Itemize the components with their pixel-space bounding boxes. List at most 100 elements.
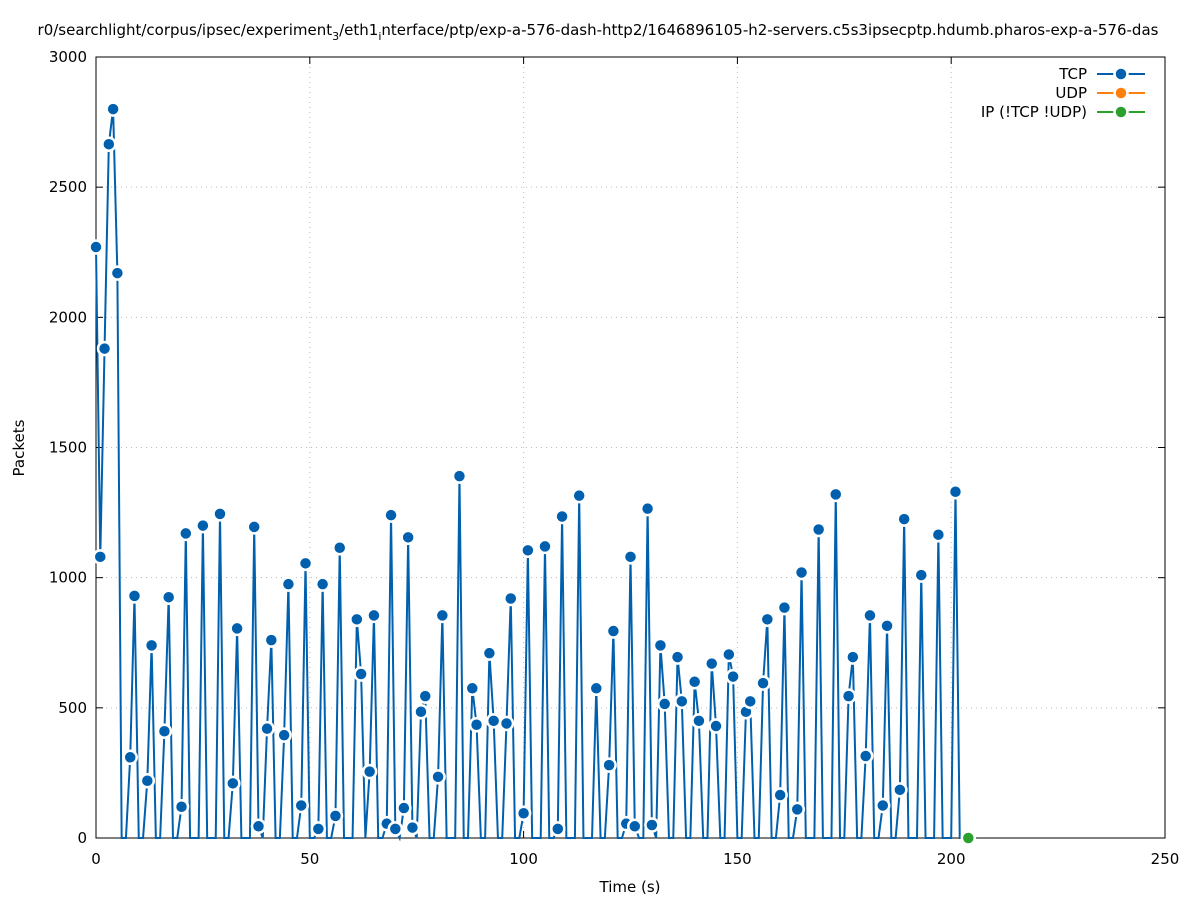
data-point [930, 526, 947, 543]
data-point [827, 486, 844, 503]
data-point [960, 830, 977, 846]
data-point [742, 693, 758, 710]
data-point [896, 511, 912, 527]
data-point [503, 590, 519, 607]
data-point [485, 713, 502, 729]
data-point [195, 517, 211, 534]
chart-title-mid: /eth1 [339, 21, 378, 39]
data-point [96, 340, 113, 357]
data-point [143, 637, 160, 654]
data-point [674, 693, 690, 710]
series-layer [88, 101, 977, 846]
data-point [776, 599, 793, 616]
data-point [246, 519, 262, 535]
data-point [404, 819, 421, 836]
x-tick-label: 250 [1151, 850, 1180, 868]
data-point [225, 775, 241, 792]
y-tick-label: 3000 [49, 48, 87, 66]
data-point [862, 607, 878, 624]
data-point [639, 500, 656, 517]
data-point [481, 645, 498, 661]
data-point [520, 542, 536, 559]
data-point [276, 727, 292, 743]
data-point [156, 723, 173, 740]
data-point [588, 680, 605, 697]
data-point [353, 666, 369, 682]
data-point [721, 646, 737, 663]
data-point [703, 655, 720, 672]
chart-title-end: nterface/ptp/exp-a-576-dash-http2/164689… [381, 21, 1158, 39]
x-tick-label: 150 [723, 850, 752, 868]
data-point [627, 818, 643, 835]
data-point [212, 506, 228, 522]
data-point [122, 749, 138, 766]
data-point [550, 821, 566, 837]
data-point [293, 797, 309, 814]
data-point [789, 801, 806, 818]
data-point [88, 239, 104, 255]
data-point [652, 637, 669, 654]
data-point [840, 688, 857, 704]
data-point [331, 539, 348, 556]
y-tick-label: 2500 [49, 178, 87, 196]
data-point [430, 769, 446, 785]
data-point [229, 620, 245, 637]
data-point [464, 680, 481, 697]
data-point [160, 589, 177, 605]
data-point [793, 564, 810, 581]
legend-marker [1113, 66, 1129, 82]
data-point [178, 525, 194, 542]
legend-marker [1113, 104, 1129, 120]
data-point [725, 668, 741, 685]
legend-marker [1113, 85, 1129, 101]
data-point [327, 808, 344, 824]
data-point [413, 703, 429, 720]
data-point [92, 549, 109, 565]
data-point [263, 632, 280, 648]
data-point [250, 818, 267, 835]
data-point [686, 674, 703, 690]
data-point [434, 607, 451, 624]
y-tick-label: 2000 [49, 308, 87, 326]
data-point [656, 696, 673, 712]
data-point [349, 611, 365, 628]
grid [96, 57, 1165, 838]
data-point [605, 623, 622, 639]
x-tick-label: 200 [937, 850, 966, 868]
data-point [280, 576, 297, 592]
data-point [396, 800, 412, 816]
data-point [947, 484, 964, 500]
chart-title-subscript-2: i [378, 30, 381, 43]
data-point [755, 675, 771, 691]
data-point [297, 555, 314, 572]
data-point [515, 805, 532, 822]
data-point [879, 618, 895, 634]
data-point [691, 713, 707, 729]
x-tick-label: 100 [509, 850, 538, 868]
data-point [622, 549, 639, 565]
data-point [554, 508, 570, 525]
data-point [759, 611, 776, 628]
data-point [571, 487, 587, 504]
data-point [845, 649, 861, 665]
data-point [601, 757, 617, 773]
legend-item: TCP [1058, 65, 1145, 83]
data-point [101, 136, 117, 152]
data-point [913, 567, 930, 583]
data-point [644, 817, 660, 833]
data-point [126, 588, 143, 604]
data-point [173, 799, 190, 815]
axis-ticks: 0 500 1000 1500 2000 2500 3000 0 50 100 150 200 250 [49, 48, 1180, 868]
data-point [708, 718, 724, 734]
data-point [875, 797, 891, 814]
data-point [892, 782, 908, 798]
data-point [387, 821, 404, 837]
data-point [105, 101, 121, 117]
legend-item: UDP [1055, 84, 1145, 102]
legend-item: IP (!TCP !UDP) [981, 103, 1145, 121]
data-point [417, 688, 434, 704]
data-point [669, 649, 686, 665]
y-tick-label: 500 [58, 699, 87, 717]
legend-label: UDP [1055, 84, 1087, 102]
legend-label: IP (!TCP !UDP) [981, 103, 1087, 121]
